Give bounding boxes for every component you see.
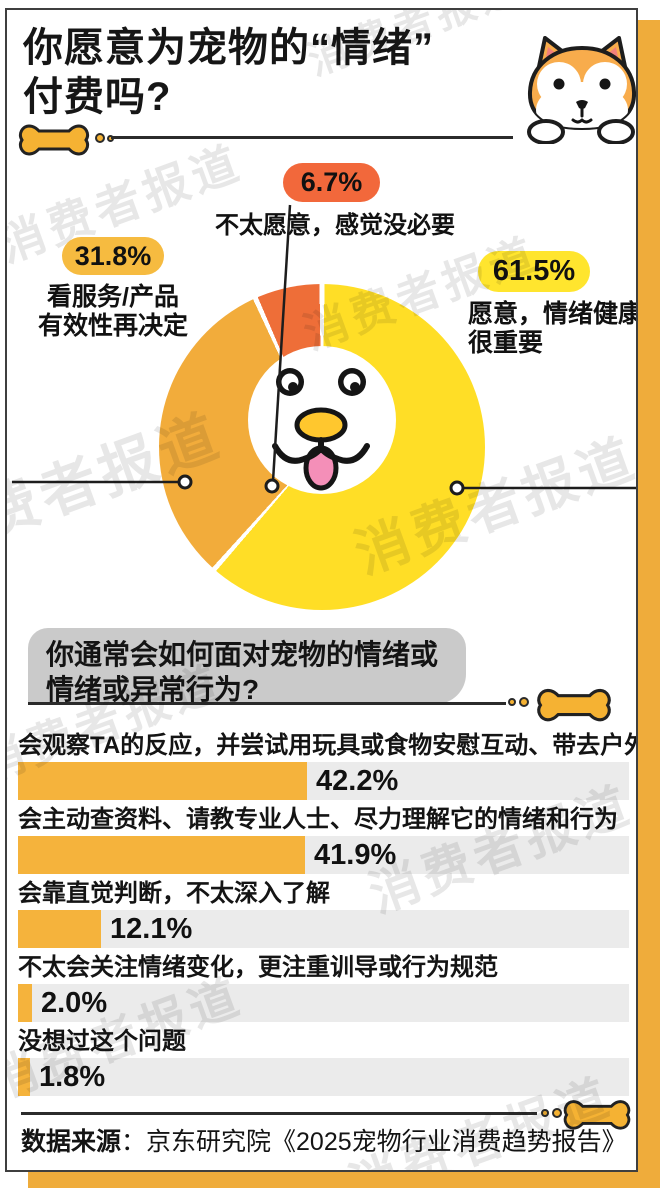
page-title-line2: 付费吗?: [23, 74, 172, 119]
footer-rule: [21, 1112, 537, 1115]
page-title-line1: 你愿意为宠物的“情绪”: [23, 26, 434, 70]
dot-decoration: [508, 698, 516, 706]
question2-line1: 你通常会如何面对宠物的情绪或: [46, 639, 439, 670]
bone-icon: [537, 688, 611, 722]
bar-track: 42.2%: [18, 762, 629, 800]
bar-label: 没想过这个问题: [18, 1028, 186, 1055]
header-rule: [111, 136, 513, 139]
bar-label: 不太会关注情绪变化，更注重训导或行为规范: [18, 954, 498, 981]
data-source-label: 数据来源: [21, 1128, 122, 1156]
bar-fill: [18, 836, 305, 874]
bar-fill: [18, 1058, 30, 1096]
infographic-card: 你愿意为宠物的“情绪” 付费吗?: [5, 8, 638, 1172]
bone-icon: [18, 124, 90, 156]
data-source-text: ：京东研究院《2025宠物行业消费趋势报告》: [121, 1128, 627, 1156]
bar-value: 41.9%: [314, 839, 397, 871]
bar-fill: [18, 910, 101, 948]
pie-label-61.5-line1: 愿意，情绪健康: [468, 300, 638, 328]
pie-badge-31.8: 31.8%: [62, 237, 164, 275]
bar-value: 12.1%: [110, 913, 193, 945]
dot-decoration: [95, 133, 105, 143]
bar-value: 1.8%: [39, 1061, 106, 1093]
bar-row: 会观察TA的反应，并尝试用玩具或食物安慰互动、带去户外放松等 42.2%: [18, 732, 636, 800]
dot-decoration: [552, 1108, 562, 1118]
pie-label-6.7: 不太愿意，感觉没必要: [215, 212, 455, 239]
page-title: 你愿意为宠物的“情绪” 付费吗?: [23, 24, 503, 122]
bar-value: 2.0%: [41, 987, 108, 1019]
bar-track: 1.8%: [18, 1058, 629, 1096]
pie-badge-6.7: 6.7%: [283, 163, 380, 202]
dot-decoration: [541, 1109, 549, 1117]
pie-donut-hole: [248, 346, 396, 494]
bar-label: 会主动查资料、请教专业人士、尽力理解它的情绪和行为: [18, 806, 618, 833]
bar-label: 会靠直觉判断，不太深入了解: [18, 880, 330, 907]
pie-badge-61.5: 61.5%: [478, 251, 590, 292]
bar-row: 没想过这个问题 1.8%: [18, 1028, 629, 1096]
bar-value: 42.2%: [316, 765, 399, 797]
bar-chart: 会观察TA的反应，并尝试用玩具或食物安慰互动、带去户外放松等 42.2% 会主动…: [18, 732, 636, 1102]
bar-fill: [18, 762, 307, 800]
bar-track: 12.1%: [18, 910, 629, 948]
dot-decoration: [519, 697, 529, 707]
shiba-dog-mascot-icon: [527, 36, 636, 144]
bar-row: 会主动查资料、请教专业人士、尽力理解它的情绪和行为 41.9%: [18, 806, 629, 874]
question2-rule: [28, 702, 506, 705]
pie-chart-section: 6.7% 不太愿意，感觉没必要 31.8% 看服务/产品 有效性再决定 61.5…: [7, 155, 636, 625]
pie-label-31.8-line2: 有效性再决定: [37, 312, 188, 340]
bar-track: 2.0%: [18, 984, 629, 1022]
question2-line2: 情绪或异常行为?: [46, 674, 260, 705]
bar-label: 会观察TA的反应，并尝试用玩具或食物安慰互动、带去户外放松等: [18, 732, 636, 759]
question2-box: 你通常会如何面对宠物的情绪或 情绪或异常行为?: [28, 628, 466, 705]
bar-row: 不太会关注情绪变化，更注重训导或行为规范 2.0%: [18, 954, 629, 1022]
bar-track: 41.9%: [18, 836, 629, 874]
data-source: 数据来源：京东研究院《2025宠物行业消费趋势报告》: [21, 1126, 627, 1159]
bar-fill: [18, 984, 32, 1022]
pie-label-31.8-line1: 看服务/产品: [47, 283, 179, 311]
bar-row: 会靠直觉判断，不太深入了解 12.1%: [18, 880, 629, 948]
bone-icon: [563, 1100, 631, 1130]
pie-label-61.5-line2: 很重要: [468, 329, 544, 357]
dog-face-icon: [272, 368, 370, 491]
